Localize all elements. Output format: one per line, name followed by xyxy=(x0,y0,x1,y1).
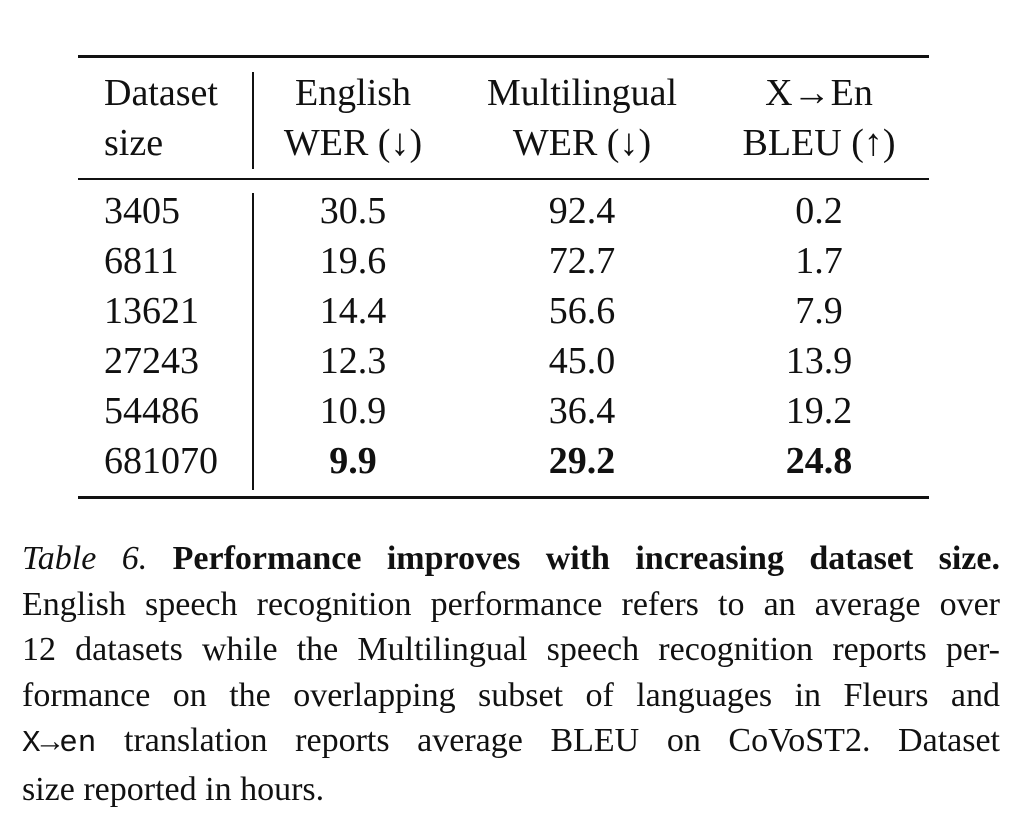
cell-dataset-size: 6811 xyxy=(104,240,179,282)
caption-title: Performance improves with increasing dat… xyxy=(172,540,1000,577)
column-divider-header xyxy=(252,72,254,169)
cell-x-en-bleu: 7.9 xyxy=(795,290,843,332)
cell-multilingual-wer: 72.7 xyxy=(548,240,616,282)
cell-english-wer: 14.4 xyxy=(319,290,387,332)
cell-x-en-bleu: 13.9 xyxy=(785,340,853,382)
caption-line-5: X→en translation reports average BLEU on… xyxy=(22,718,1000,767)
header-multilingual-wer-line1: Multilingual xyxy=(487,72,677,114)
cell-multilingual-wer: 56.6 xyxy=(548,290,616,332)
header-english-wer-line1: English xyxy=(294,72,412,114)
table-header-rule xyxy=(78,178,929,180)
table-caption: Table 6. Performance improves with incre… xyxy=(22,536,1000,813)
cell-english-wer: 30.5 xyxy=(319,190,387,232)
cell-multilingual-wer: 92.4 xyxy=(548,190,616,232)
header-dataset-size-line2: size xyxy=(104,122,164,164)
cell-dataset-size: 3405 xyxy=(104,190,180,232)
cell-english-wer: 12.3 xyxy=(319,340,387,382)
cell-english-wer-best: 9.9 xyxy=(329,440,377,482)
cell-dataset-size: 54486 xyxy=(104,390,199,432)
caption-code-x-en: X→en xyxy=(22,726,97,762)
caption-line-2: English speech recognition performance r… xyxy=(22,585,1000,623)
header-multilingual-wer-line2: WER (↓) xyxy=(512,122,652,164)
cell-english-wer: 10.9 xyxy=(319,390,387,432)
cell-multilingual-wer-best: 29.2 xyxy=(548,440,616,482)
header-english-wer-line2: WER (↓) xyxy=(283,122,423,164)
cell-x-en-bleu: 0.2 xyxy=(795,190,843,232)
caption-line-1: Table 6. Performance improves with incre… xyxy=(22,536,1000,582)
column-divider-body xyxy=(252,193,254,490)
caption-line-3: 12 datasets while the Multilingual speec… xyxy=(22,631,1000,669)
caption-line-4: formance on the overlapping subset of la… xyxy=(22,676,1000,714)
header-x-en-bleu-line1: X→En xyxy=(765,72,873,114)
cell-x-en-bleu: 19.2 xyxy=(785,390,853,432)
cell-x-en-bleu-best: 24.8 xyxy=(785,440,853,482)
table-top-rule xyxy=(78,55,929,58)
cell-dataset-size: 27243 xyxy=(104,340,199,382)
cell-x-en-bleu: 1.7 xyxy=(795,240,843,282)
caption-line-5-text: translation reports average BLEU on CoVo… xyxy=(124,722,1000,760)
cell-multilingual-wer: 36.4 xyxy=(548,390,616,432)
cell-dataset-size: 681070 xyxy=(104,440,218,482)
header-dataset-size-line1: Dataset xyxy=(104,72,218,114)
caption-label: Table 6. xyxy=(22,540,148,577)
caption-line-6: size reported in hours. xyxy=(22,770,325,808)
table-bottom-rule xyxy=(78,496,929,499)
cell-dataset-size: 13621 xyxy=(104,290,199,332)
cell-english-wer: 19.6 xyxy=(319,240,387,282)
cell-multilingual-wer: 45.0 xyxy=(548,340,616,382)
header-x-en-bleu-line2: BLEU (↑) xyxy=(742,122,896,164)
